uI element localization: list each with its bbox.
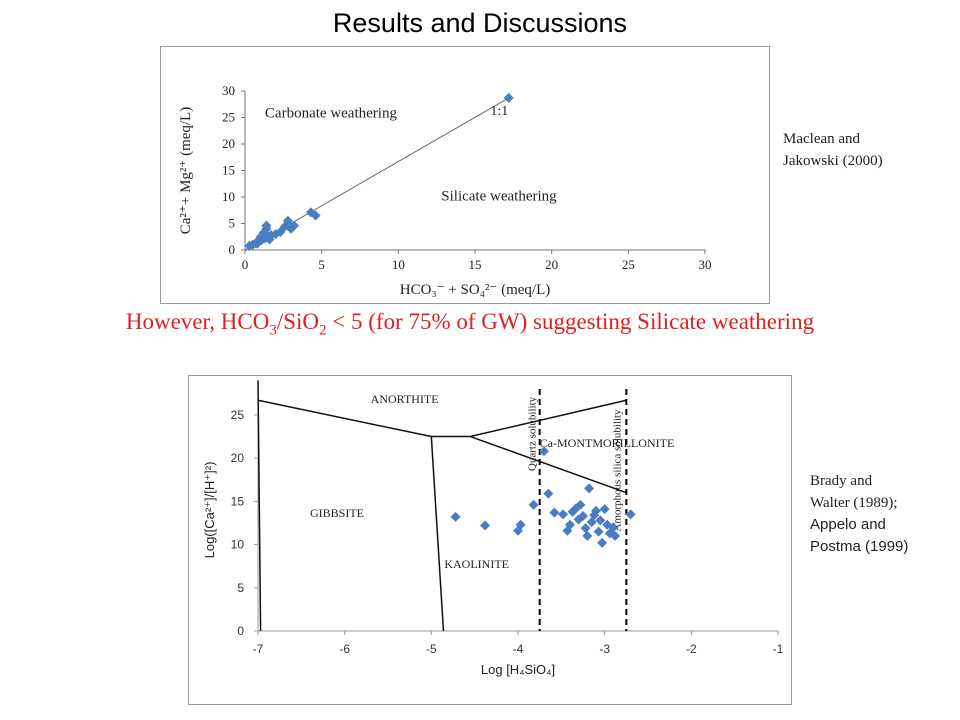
caption-text: However, HCO xyxy=(125,309,270,334)
caption-text: /SiO xyxy=(276,309,320,334)
data-point xyxy=(539,446,549,457)
data-point xyxy=(565,519,575,530)
caption-text: < 5 (for 75% of GW) suggesting Silicate … xyxy=(326,309,815,334)
phase-boundary-line xyxy=(470,435,627,494)
x-tick-label: -4 xyxy=(513,642,524,656)
annotation-1to1: 1:1 xyxy=(490,104,508,119)
y-tick-label: 30 xyxy=(222,83,235,98)
reference-bottom-line: Appelo and xyxy=(810,516,886,533)
x-tick-label: -6 xyxy=(339,642,350,656)
y-tick-label: 0 xyxy=(229,242,236,257)
y-tick-label: 15 xyxy=(231,494,245,508)
x-tick-label: 20 xyxy=(545,257,558,272)
data-point xyxy=(575,499,586,510)
data-point xyxy=(289,220,300,231)
caption: However, HCO3/SiO2 < 5 (for 75% of GW) s… xyxy=(120,306,820,347)
reference-bottom-line: Walter (1989); xyxy=(810,495,898,511)
y-tick-label: 5 xyxy=(237,581,244,595)
data-point xyxy=(625,509,636,520)
phase-boundary-line xyxy=(257,380,262,632)
data-point xyxy=(562,525,573,536)
x-tick-label: -2 xyxy=(686,642,697,656)
x-tick-label: 10 xyxy=(392,257,405,272)
reference-bottom-line: Postma (1999) xyxy=(810,538,909,555)
y-tick-label: 20 xyxy=(231,451,245,465)
y-tick-label: 15 xyxy=(222,163,235,178)
chart-carbonate-silicate: 0 5 10 15 20 25 30 0 5 10 15 20 25 30 Carbonate weath… xyxy=(160,46,770,304)
data-point xyxy=(310,210,321,221)
x-tick-label: -1 xyxy=(773,642,784,656)
phase-boundary-line xyxy=(430,436,445,632)
data-point xyxy=(503,92,514,103)
data-point xyxy=(597,537,608,548)
field-label-gibbsite: GIBBSITE xyxy=(310,506,364,520)
y-tick-label: 5 xyxy=(229,216,236,231)
data-point xyxy=(261,220,272,231)
caption-sub: 3 xyxy=(269,322,277,339)
x-tick-label: -7 xyxy=(253,642,264,656)
data-point xyxy=(604,528,615,539)
chart-stability-diagram: -7 -6 -5 -4 -3 -2 -1 0 5 10 15 20 25 ANORTHITE Ca-MO… xyxy=(188,375,792,705)
data-point xyxy=(599,504,610,515)
x-tick-label: 30 xyxy=(699,257,712,272)
amorphous-silica-label: Amorphous silica solubility xyxy=(611,409,623,532)
reference-top: Maclean and Jakowski (2000) xyxy=(783,128,883,172)
field-label-anorthite: ANORTHITE xyxy=(371,392,439,406)
data-point xyxy=(305,207,316,218)
phase-boundary-line xyxy=(470,399,627,438)
data-point xyxy=(549,507,560,518)
y-tick-label: 25 xyxy=(222,110,235,125)
data-point xyxy=(593,526,604,537)
data-point xyxy=(252,238,263,249)
data-point xyxy=(602,519,613,530)
data-point xyxy=(610,530,621,541)
x-tick-label: -3 xyxy=(599,642,610,656)
data-point xyxy=(584,483,595,494)
data-point xyxy=(578,511,588,522)
data-point xyxy=(515,519,526,530)
y-tick-label: 25 xyxy=(231,408,245,422)
data-point xyxy=(282,215,293,226)
x-tick-label: 15 xyxy=(469,257,482,272)
data-point xyxy=(543,488,554,499)
data-point xyxy=(264,234,275,245)
y-tick-label: 0 xyxy=(237,624,244,638)
data-point xyxy=(480,520,491,531)
quartz-solubility-label: Quartz solubility xyxy=(527,396,539,471)
y-tick-label: 10 xyxy=(222,189,235,204)
field-label-kaolinite: KAOLINITE xyxy=(444,557,509,571)
x-tick-label: 25 xyxy=(622,257,635,272)
data-point xyxy=(528,499,539,510)
caption-sub: 2 xyxy=(319,322,327,339)
reference-bottom-line: Brady and xyxy=(810,473,873,489)
field-label-montmorillonite: Ca-MONTMORILLONITE xyxy=(540,436,675,450)
x-axis-label: Log [H₄SiO₄] xyxy=(481,662,555,677)
x-tick-label: 0 xyxy=(242,257,249,272)
x-axis-label: HCO₃⁻ + SO₄²⁻ (meq/L) xyxy=(400,282,551,298)
data-point xyxy=(450,511,461,522)
annotation-carbonate: Carbonate weathering xyxy=(265,106,398,122)
slide-title: Results and Discussions xyxy=(332,8,628,38)
data-point xyxy=(591,505,601,516)
data-point xyxy=(580,523,591,534)
reference-bottom: Brady and Walter (1989); Appelo and Post… xyxy=(810,470,908,558)
data-point xyxy=(558,509,569,520)
x-tick-label: -5 xyxy=(426,642,437,656)
y-tick-label: 20 xyxy=(222,136,235,151)
chart-border xyxy=(160,46,770,304)
y-axis-label: Log([Ca²⁺]/[H⁺]²) xyxy=(202,462,217,559)
chart-border xyxy=(188,375,792,705)
reference-top-line: Maclean and xyxy=(783,131,861,147)
data-point xyxy=(595,515,606,526)
data-point xyxy=(608,522,619,533)
phase-boundary-line xyxy=(257,399,432,438)
y-tick-label: 10 xyxy=(231,538,245,552)
annotation-silicate: Silicate weathering xyxy=(441,189,557,205)
y-axis-label: Ca²⁺+ Mg²⁺ (meq/L) xyxy=(178,107,194,234)
x-tick-label: 5 xyxy=(318,257,325,272)
reference-top-line: Jakowski (2000) xyxy=(783,153,883,169)
data-point xyxy=(582,530,593,541)
